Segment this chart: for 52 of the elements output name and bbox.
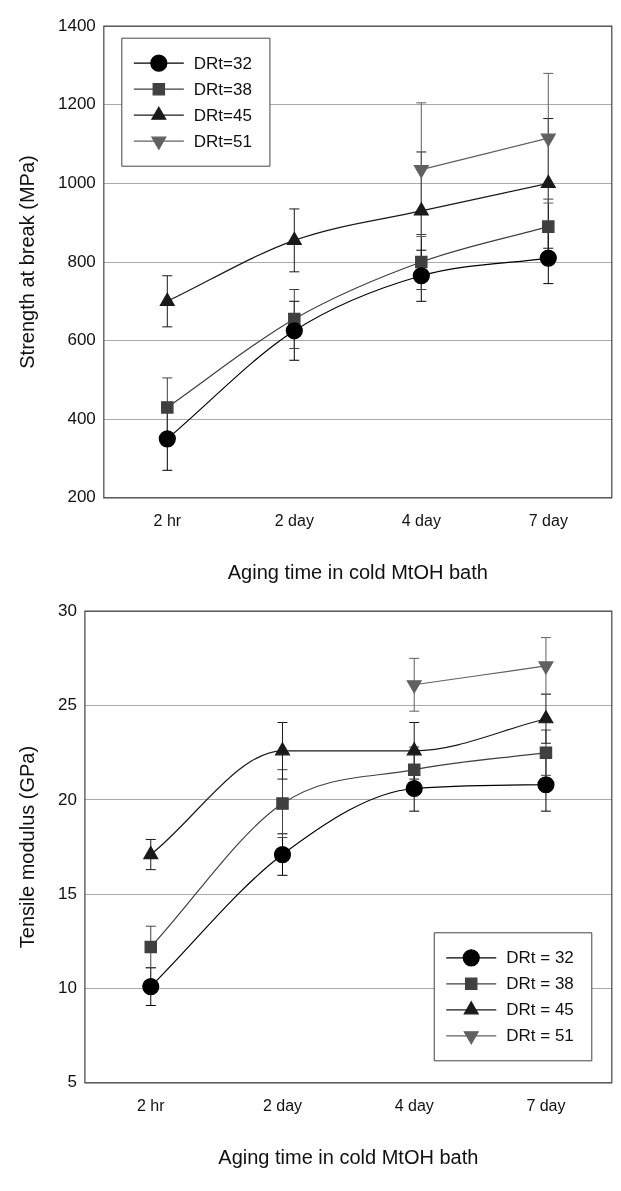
legend-label: DRt = 51 (506, 1026, 574, 1046)
point (538, 710, 554, 724)
legend-label: DRt = 32 (506, 948, 574, 968)
point (142, 977, 160, 996)
point (161, 401, 174, 414)
legend-label: DRt=38 (193, 79, 252, 99)
point (542, 220, 555, 233)
x-tick-label: 2 day (262, 1096, 303, 1114)
legend-label: DRt=45 (193, 105, 252, 125)
point (537, 776, 555, 794)
point (285, 322, 303, 340)
y-tick-label: 1200 (57, 94, 96, 114)
y-axis-title: Tensile modulus (GPa) (15, 745, 38, 949)
y-tick-label: 15 (57, 883, 77, 903)
y-tick-label: 25 (57, 695, 77, 715)
x-tick-label: 4 day (401, 511, 441, 529)
x-tick-label: 7 day (526, 1096, 566, 1114)
point (143, 845, 159, 860)
x-tick-label: 4 day (394, 1096, 434, 1114)
point (405, 779, 423, 798)
point (274, 742, 291, 756)
point (406, 742, 422, 756)
y-tick-label: 30 (57, 600, 77, 620)
x-tick-label: 2 day (274, 511, 314, 529)
y-axis-title: Strength at break (MPa) (15, 155, 38, 369)
x-tick-label: 2 hr (153, 511, 182, 529)
y-tick-label: 20 (57, 789, 77, 809)
y-tick-label: 10 (57, 978, 77, 998)
point (158, 430, 176, 448)
legend-label: DRt=51 (193, 131, 252, 151)
y-tick-label: 5 (67, 1072, 77, 1092)
point (407, 763, 421, 776)
point (539, 249, 557, 267)
point (144, 940, 158, 954)
x-tick-label: 7 day (528, 511, 568, 529)
x-tick-label: 2 hr (136, 1096, 166, 1114)
point (415, 255, 428, 269)
point (412, 267, 430, 285)
y-tick-label: 800 (67, 251, 96, 271)
y-tick-label: 1000 (57, 173, 96, 193)
legend-label: DRt = 45 (506, 1000, 574, 1020)
y-tick-label: 1400 (57, 15, 96, 35)
legend-label: DRt = 38 (506, 974, 574, 994)
y-tick-label: 400 (67, 408, 96, 428)
point (276, 797, 289, 810)
point (539, 746, 553, 759)
y-tick-label: 600 (67, 330, 96, 350)
x-axis-title: Aging time in cold MtOH bath (218, 1145, 479, 1168)
y-tick-label: 200 (67, 487, 96, 507)
x-axis-title: Aging time in cold MtOH bath (227, 560, 488, 583)
point (273, 845, 292, 864)
legend-label: DRt=32 (193, 53, 252, 73)
